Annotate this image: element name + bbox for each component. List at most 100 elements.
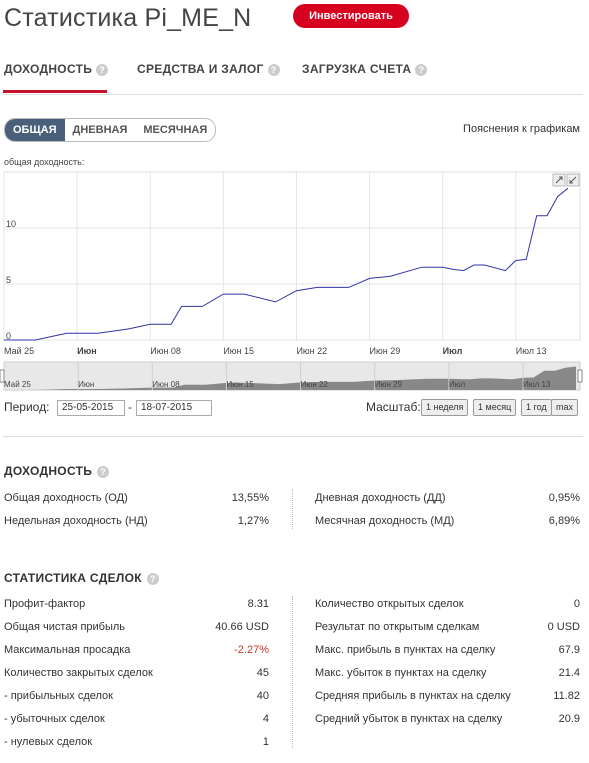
navigator[interactable]: Май 25 Июн Июн 08 Июн 15 Июн 22 Июн 29 Июл Июл … bbox=[0, 361, 583, 391]
stat-label: Количество открытых сделок bbox=[315, 598, 464, 610]
stat-value: 8.31 bbox=[247, 598, 269, 610]
stat-value: 40.66 USD bbox=[215, 621, 269, 633]
stat-label: Общая доходность (ОД) bbox=[4, 492, 128, 504]
zoom-year-button[interactable]: 1 год bbox=[521, 399, 552, 416]
x-tick-label: Июн 29 bbox=[370, 346, 401, 356]
plot-frame bbox=[3, 171, 581, 341]
navigator-area bbox=[4, 366, 576, 390]
returns-section-title: ДОХОДНОСТЬ? bbox=[4, 464, 110, 478]
chart-mode-switch: ОБЩАЯ ДНЕВНАЯ МЕСЯЧНАЯ bbox=[4, 118, 217, 142]
period-label: Период: bbox=[4, 400, 50, 414]
stat-label: Недельная доходность (НД) bbox=[4, 515, 148, 527]
stat-label: Результат по открытым сделкам bbox=[315, 621, 480, 633]
stat-label: Общая чистая прибыль bbox=[4, 621, 126, 633]
navigator-right-handle[interactable] bbox=[577, 369, 583, 383]
x-tick-label: Июн bbox=[77, 346, 97, 356]
stat-value: 21.4 bbox=[558, 667, 580, 679]
x-tick-label: Июл 13 bbox=[516, 346, 547, 356]
x-tick-label: Май 25 bbox=[4, 346, 34, 356]
scale-label: Масштаб: bbox=[366, 400, 421, 414]
help-icon[interactable]: ? bbox=[96, 63, 109, 76]
date-to-input[interactable]: 18-07-2015 bbox=[136, 400, 212, 416]
returns-series-line bbox=[4, 187, 569, 341]
mode-daily[interactable]: ДНЕВНАЯ bbox=[72, 124, 128, 136]
stat-value: 0,95% bbox=[548, 492, 580, 504]
navigator-tick-label: Июн bbox=[78, 380, 94, 389]
y-tick-label: 10 bbox=[6, 219, 16, 229]
tab-funds-label: СРЕДСТВА И ЗАЛОГ bbox=[137, 62, 264, 76]
stat-value: 1 bbox=[262, 736, 269, 748]
chart-y-label: общая доходность: bbox=[4, 157, 85, 167]
stat-label: Количество закрытых сделок bbox=[4, 667, 153, 679]
zoom-week-button[interactable]: 1 неделя bbox=[421, 399, 469, 416]
stat-value: 6,89% bbox=[548, 515, 580, 527]
tab-returns-label: ДОХОДНОСТЬ bbox=[4, 62, 93, 76]
stat-value: 67.9 bbox=[558, 644, 580, 656]
date-separator: - bbox=[128, 400, 132, 414]
navigator-tick-label: Июн 22 bbox=[301, 380, 329, 389]
stat-value: 13,55% bbox=[231, 492, 269, 504]
navigator-tick-label: Май 25 bbox=[4, 380, 31, 389]
invest-button[interactable]: Инвестировать bbox=[293, 4, 409, 28]
stat-value: 4 bbox=[262, 713, 269, 725]
navigator-left-handle[interactable] bbox=[0, 369, 5, 383]
stat-value: 0 bbox=[573, 598, 580, 610]
mode-monthly[interactable]: МЕСЯЧНАЯ bbox=[143, 124, 208, 136]
stat-value: -2.27% bbox=[234, 644, 269, 656]
stat-label: - прибыльных сделок bbox=[4, 690, 113, 702]
navigator-tick-label: Июн 08 bbox=[152, 380, 180, 389]
trades-section-title-text: СТАТИСТИКА СДЕЛОК bbox=[4, 571, 142, 585]
stat-value: 11.82 bbox=[553, 690, 580, 702]
navigator-tick-label: Июн 15 bbox=[226, 380, 254, 389]
stat-value: 40 bbox=[256, 690, 269, 702]
stat-label: - нулевых сделок bbox=[4, 736, 93, 748]
stat-value: 20.9 bbox=[558, 713, 580, 725]
help-icon[interactable]: ? bbox=[146, 572, 159, 585]
stat-value: 1,27% bbox=[237, 515, 269, 527]
stat-label: - убыточных сделок bbox=[4, 713, 105, 725]
x-tick-label: Июл bbox=[443, 346, 463, 356]
zoom-month-button[interactable]: 1 месяц bbox=[473, 399, 517, 416]
page-header: Статистика Pi_ME_N Инвестировать bbox=[4, 0, 584, 34]
stat-label: Средняя прибыль в пунктах на сделку bbox=[315, 690, 511, 702]
divider bbox=[3, 94, 583, 95]
date-from-input[interactable]: 25-05-2015 bbox=[57, 400, 125, 416]
stat-label: Максимальная просадка bbox=[4, 644, 131, 656]
active-tab-indicator bbox=[3, 90, 107, 93]
column-divider bbox=[292, 489, 293, 529]
chart-help-link[interactable]: Пояснения к графикам bbox=[463, 123, 580, 135]
y-tick-label: 0 bbox=[6, 331, 11, 341]
column-divider bbox=[292, 596, 293, 748]
help-icon[interactable]: ? bbox=[267, 63, 280, 76]
stat-value: 45 bbox=[256, 667, 269, 679]
navigator-ticks: Май 25 Июн Июн 08 Июн 15 Июн 22 Июн 29 Июл Июл … bbox=[3, 362, 551, 390]
returns-section-title-text: ДОХОДНОСТЬ bbox=[4, 464, 93, 478]
x-axis-ticks: Май 25 Июн Июн 08 Июн 15 Июн 22 Июн 29 Июл Июл … bbox=[4, 346, 547, 356]
navigator-tick-label: Июн 29 bbox=[375, 380, 403, 389]
stat-label: Месячная доходность (МД) bbox=[315, 515, 455, 527]
mode-total[interactable]: ОБЩАЯ bbox=[5, 119, 65, 141]
chart-zoom-icons[interactable] bbox=[552, 173, 580, 187]
stat-label: Профит-фактор bbox=[4, 598, 86, 610]
stat-label: Дневная доходность (ДД) bbox=[315, 492, 446, 504]
divider bbox=[3, 436, 583, 437]
navigator-tick-label: Июл 13 bbox=[523, 380, 551, 389]
help-icon[interactable]: ? bbox=[97, 465, 110, 478]
chart-grid bbox=[3, 171, 581, 341]
tab-load-label: ЗАГРУЗКА СЧЕТА bbox=[302, 62, 412, 76]
zoom-max-button[interactable]: max bbox=[551, 399, 579, 416]
navigator-tick-label: Июл bbox=[449, 380, 466, 389]
returns-chart: 0 5 10 Май 25 Июн Июн 08 Июн 15 Июн 22 Июн 29 Ию… bbox=[0, 171, 583, 391]
collapse-icon bbox=[569, 176, 577, 184]
tab-bar: ДОХОДНОСТЬ? СРЕДСТВА И ЗАЛОГ? ЗАГРУЗКА С… bbox=[0, 52, 589, 94]
stat-label: Средний убыток в пунктах на сделку bbox=[315, 713, 503, 725]
tab-load[interactable]: ЗАГРУЗКА СЧЕТА? bbox=[302, 62, 428, 76]
page-title: Статистика Pi_ME_N bbox=[4, 4, 252, 32]
tab-funds[interactable]: СРЕДСТВА И ЗАЛОГ? bbox=[137, 62, 280, 76]
x-tick-label: Июн 15 bbox=[223, 346, 254, 356]
trades-section-title: СТАТИСТИКА СДЕЛОК? bbox=[4, 571, 159, 585]
tab-returns[interactable]: ДОХОДНОСТЬ? bbox=[4, 62, 109, 76]
stat-label: Макс. убыток в пунктах на сделку bbox=[315, 667, 487, 679]
help-icon[interactable]: ? bbox=[415, 63, 428, 76]
x-tick-label: Июн 22 bbox=[296, 346, 327, 356]
